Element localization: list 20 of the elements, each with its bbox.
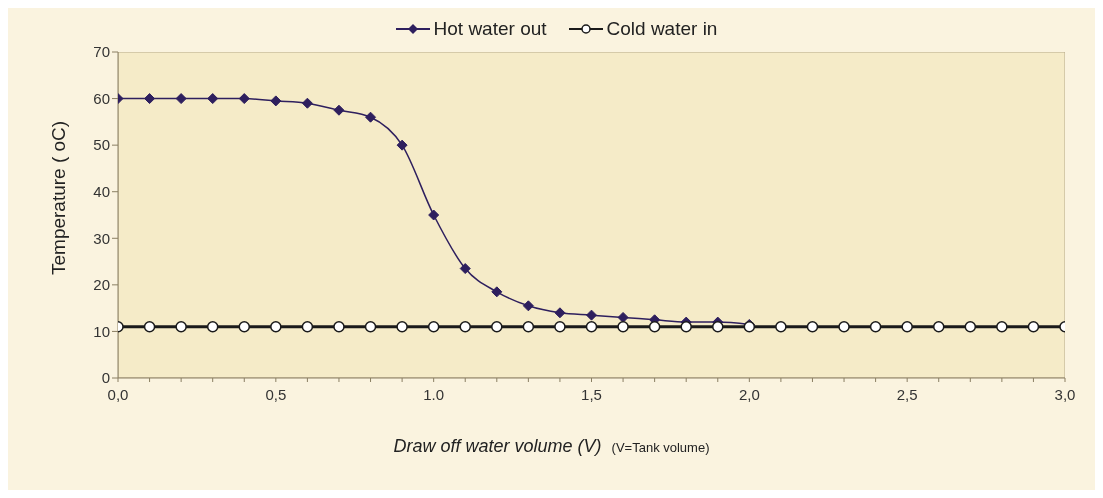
y-tick-label: 40 xyxy=(93,183,110,201)
y-tick-label: 60 xyxy=(93,89,110,107)
x-tick-label: 1.0 xyxy=(423,386,445,403)
y-tick-label: 70 xyxy=(93,43,110,61)
y-tick-label: 10 xyxy=(93,322,110,340)
legend-label: Cold water in xyxy=(606,18,718,40)
x-tick-label: 2,5 xyxy=(896,386,918,403)
x-tick-label: 2,0 xyxy=(738,386,760,403)
y-tick-label: 20 xyxy=(93,276,110,294)
y-axis-title: Temperature ( oC) xyxy=(47,120,69,275)
x-axis-title: Draw off water volume (V) xyxy=(393,436,602,456)
legend-label: Hot water out xyxy=(433,18,547,40)
text: (V=Tank volume) xyxy=(611,440,710,455)
x-tick-label: 0,0 xyxy=(107,386,129,403)
y-tick-label: 50 xyxy=(93,136,110,154)
y-tick-label: 0 xyxy=(101,369,110,387)
x-tick-label: 1,5 xyxy=(581,386,602,403)
x-tick-label: 0,5 xyxy=(265,386,287,403)
x-tick-label: 3,0 xyxy=(1054,386,1076,403)
y-tick-label: 30 xyxy=(93,229,110,247)
